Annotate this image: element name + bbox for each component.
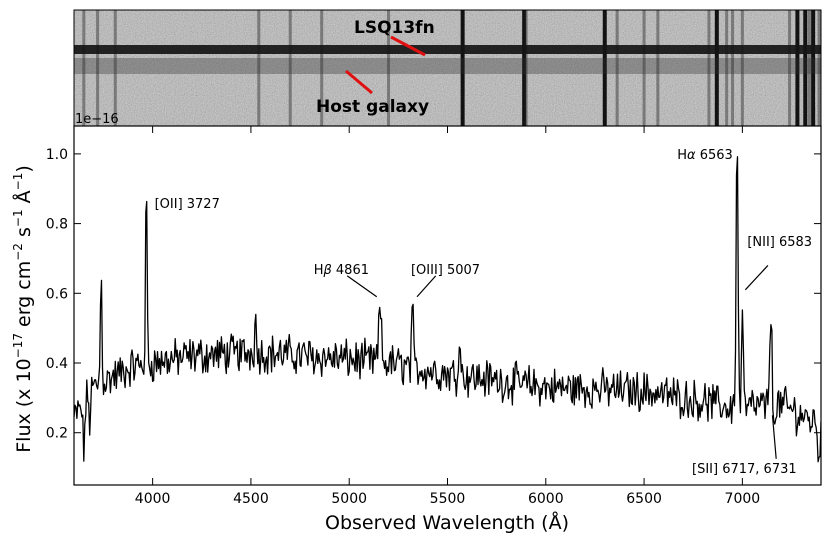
y-tick-label: 0.6: [46, 286, 68, 302]
2d-spectrum-panel: LSQ13fn Host galaxy: [74, 10, 821, 126]
x-axis-title: Observed Wavelength (Å): [325, 511, 569, 534]
x-axis-ticks: 4000 4500 5000 5500 6000 6500 7000: [135, 126, 760, 507]
sky-line: [82, 10, 86, 126]
host-pointer: [345, 69, 373, 95]
sky-line: [522, 10, 527, 126]
sky-line: [714, 10, 719, 126]
sky-line: [96, 10, 100, 126]
sky-line: [602, 10, 607, 126]
line-annotation-label: [SII] 6717, 6731: [692, 462, 797, 477]
y-title-exp2: −2: [11, 243, 25, 261]
line-annotation-label: Hβ 4861: [314, 263, 369, 278]
y-title-mid2: s: [13, 227, 35, 243]
annotation-leader: [346, 275, 378, 298]
y-title-main: Flux (x 10: [13, 358, 35, 452]
sky-line: [288, 10, 292, 126]
y-axis-ticks: 0.2 0.4 0.6 0.8 1.0: [46, 147, 821, 442]
sky-line: [642, 10, 646, 126]
sky-line: [740, 10, 744, 126]
x-tick-label: 4000: [135, 491, 171, 507]
sky-line: [811, 10, 816, 126]
y-tick-label: 1.0: [46, 147, 68, 163]
1d-spectrum-panel: [OII] 3727 Hβ 4861 [OIII] 5007 Hα 6563 [NII]…: [46, 112, 822, 507]
y-axis-title: Flux (x 10−17 erg cm−2 s−1 Å−1): [11, 165, 35, 453]
y-title-exp1: −17: [11, 333, 25, 358]
annotation-leader: [416, 275, 437, 298]
sky-line: [731, 10, 735, 126]
y-title-exp3: −1: [11, 209, 25, 227]
host-galaxy-trace: [74, 58, 821, 74]
sky-line: [707, 10, 711, 126]
sky-line: [257, 10, 261, 126]
x-tick-label: 5500: [430, 491, 466, 507]
line-annotation-label: [NII] 6583: [747, 235, 812, 250]
host-label: Host galaxy: [316, 97, 429, 117]
sky-line: [807, 10, 811, 126]
sky-line: [725, 10, 729, 126]
sn-pointer: [390, 35, 426, 57]
sky-line: [803, 10, 808, 126]
x-tick-label: 4500: [233, 491, 269, 507]
annotation-leader: [744, 265, 769, 291]
x-tick-label: 6000: [528, 491, 564, 507]
sn-label: LSQ13fn: [354, 18, 435, 38]
y-title-mid: erg cm: [13, 261, 35, 333]
y-tick-label: 0.4: [46, 356, 68, 372]
plot-area: [74, 126, 821, 485]
sky-line: [817, 10, 821, 126]
sky-line: [795, 10, 800, 126]
sky-line: [460, 10, 465, 126]
sky-line: [615, 10, 619, 126]
y-title-end: ): [13, 165, 35, 172]
scale-factor-label: 1e−16: [75, 112, 119, 127]
y-tick-label: 0.8: [46, 217, 68, 233]
sn-trace: [74, 45, 821, 54]
line-annotation-label: [OII] 3727: [155, 197, 220, 212]
line-annotation-label: Hα 6563: [677, 148, 733, 163]
x-tick-label: 6500: [626, 491, 662, 507]
y-title-mid3: Å: [12, 190, 35, 209]
x-tick-label: 7000: [725, 491, 761, 507]
spectrum-series-line: [74, 156, 821, 463]
sky-lines: [82, 10, 821, 126]
sky-line: [524, 10, 528, 126]
sky-line: [113, 10, 117, 126]
line-annotations: [OII] 3727 Hβ 4861 [OIII] 5007 Hα 6563 [NII]…: [155, 148, 813, 477]
sky-line: [320, 10, 324, 126]
sky-line: [387, 10, 391, 126]
x-tick-label: 5000: [331, 491, 367, 507]
sky-line: [788, 10, 792, 126]
y-tick-label: 0.2: [46, 426, 68, 442]
y-title-exp4: −1: [11, 173, 25, 191]
2d-spectrum-noise: [74, 10, 821, 126]
line-annotation-label: [OIII] 5007: [411, 263, 480, 278]
sky-line: [656, 10, 660, 126]
annotation-leader: [771, 415, 777, 459]
